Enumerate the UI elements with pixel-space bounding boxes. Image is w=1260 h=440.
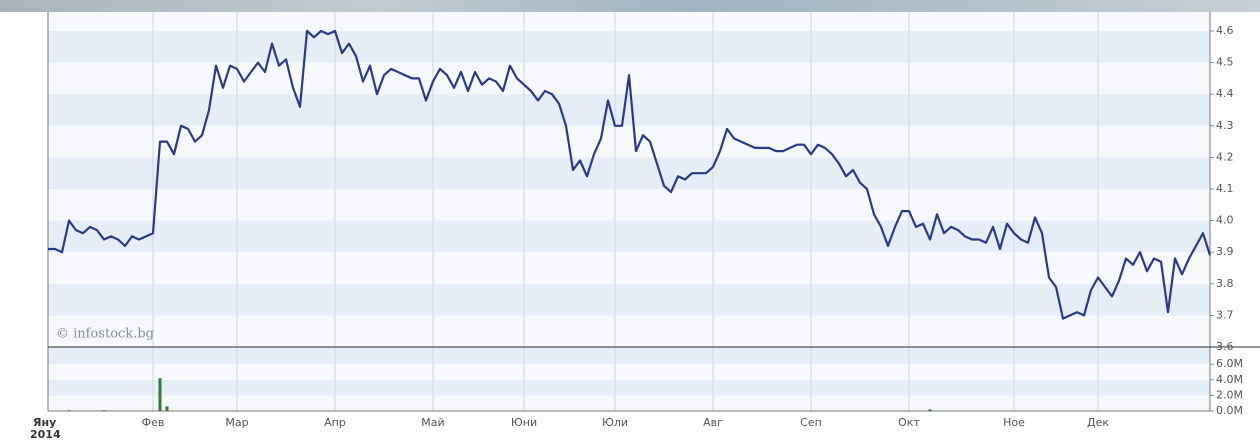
band — [48, 283, 1210, 316]
band — [48, 364, 1210, 380]
y-tick-label: 0.0M — [1216, 404, 1243, 417]
x-tick-label: Яну — [33, 416, 56, 429]
band — [48, 94, 1210, 126]
x-tick-label: Май — [421, 416, 444, 429]
y-tick-label: 4.4 — [1216, 87, 1234, 100]
band — [48, 188, 1210, 221]
band — [48, 220, 1210, 253]
x-tick-label: Юли — [602, 416, 628, 429]
y-tick-label: 4.2 — [1216, 150, 1234, 163]
y-tick-label: 3.7 — [1216, 308, 1234, 321]
y-tick-label: 4.0M — [1216, 373, 1243, 386]
band — [48, 30, 1210, 63]
x-tick-label: Мар — [225, 416, 248, 429]
band — [48, 157, 1210, 189]
volume-bar — [102, 410, 106, 411]
y-tick-label: 6.0M — [1216, 357, 1243, 370]
band — [48, 252, 1210, 284]
band — [48, 125, 1210, 158]
x-tick-label: Авг — [703, 416, 723, 429]
x-tick-label: Сеп — [800, 416, 822, 429]
x-tick-label: Ное — [1003, 416, 1025, 429]
band — [48, 395, 1210, 411]
y-tick-label: 4.1 — [1216, 182, 1234, 195]
band — [48, 379, 1210, 396]
y-tick-label: 3.8 — [1216, 277, 1234, 290]
y-tick-label: 4.0 — [1216, 214, 1234, 227]
volume-bar — [928, 409, 932, 411]
x-tick-label: Апр — [324, 416, 346, 429]
y-tick-label: 4.5 — [1216, 56, 1234, 69]
year-label: 2014 — [30, 428, 61, 440]
volume-bar — [165, 406, 169, 411]
price-line — [48, 29, 1212, 320]
volume-bar — [67, 410, 71, 411]
band — [48, 12, 1210, 31]
y-tick-label: 3.9 — [1216, 245, 1234, 258]
watermark: © infostock.bg — [56, 327, 154, 342]
x-tick-label: Юни — [511, 416, 537, 429]
volume-bar — [158, 378, 162, 411]
band — [48, 315, 1210, 347]
y-tick-label: 4.6 — [1216, 24, 1234, 37]
x-tick-label: Дек — [1087, 416, 1109, 429]
band — [48, 347, 1210, 365]
y-tick-label: 2.0M — [1216, 388, 1243, 401]
y-tick-label: 4.3 — [1216, 119, 1234, 132]
x-tick-label: Фев — [142, 416, 165, 429]
x-tick-label: Окт — [898, 416, 920, 429]
header-strip — [0, 0, 1260, 12]
